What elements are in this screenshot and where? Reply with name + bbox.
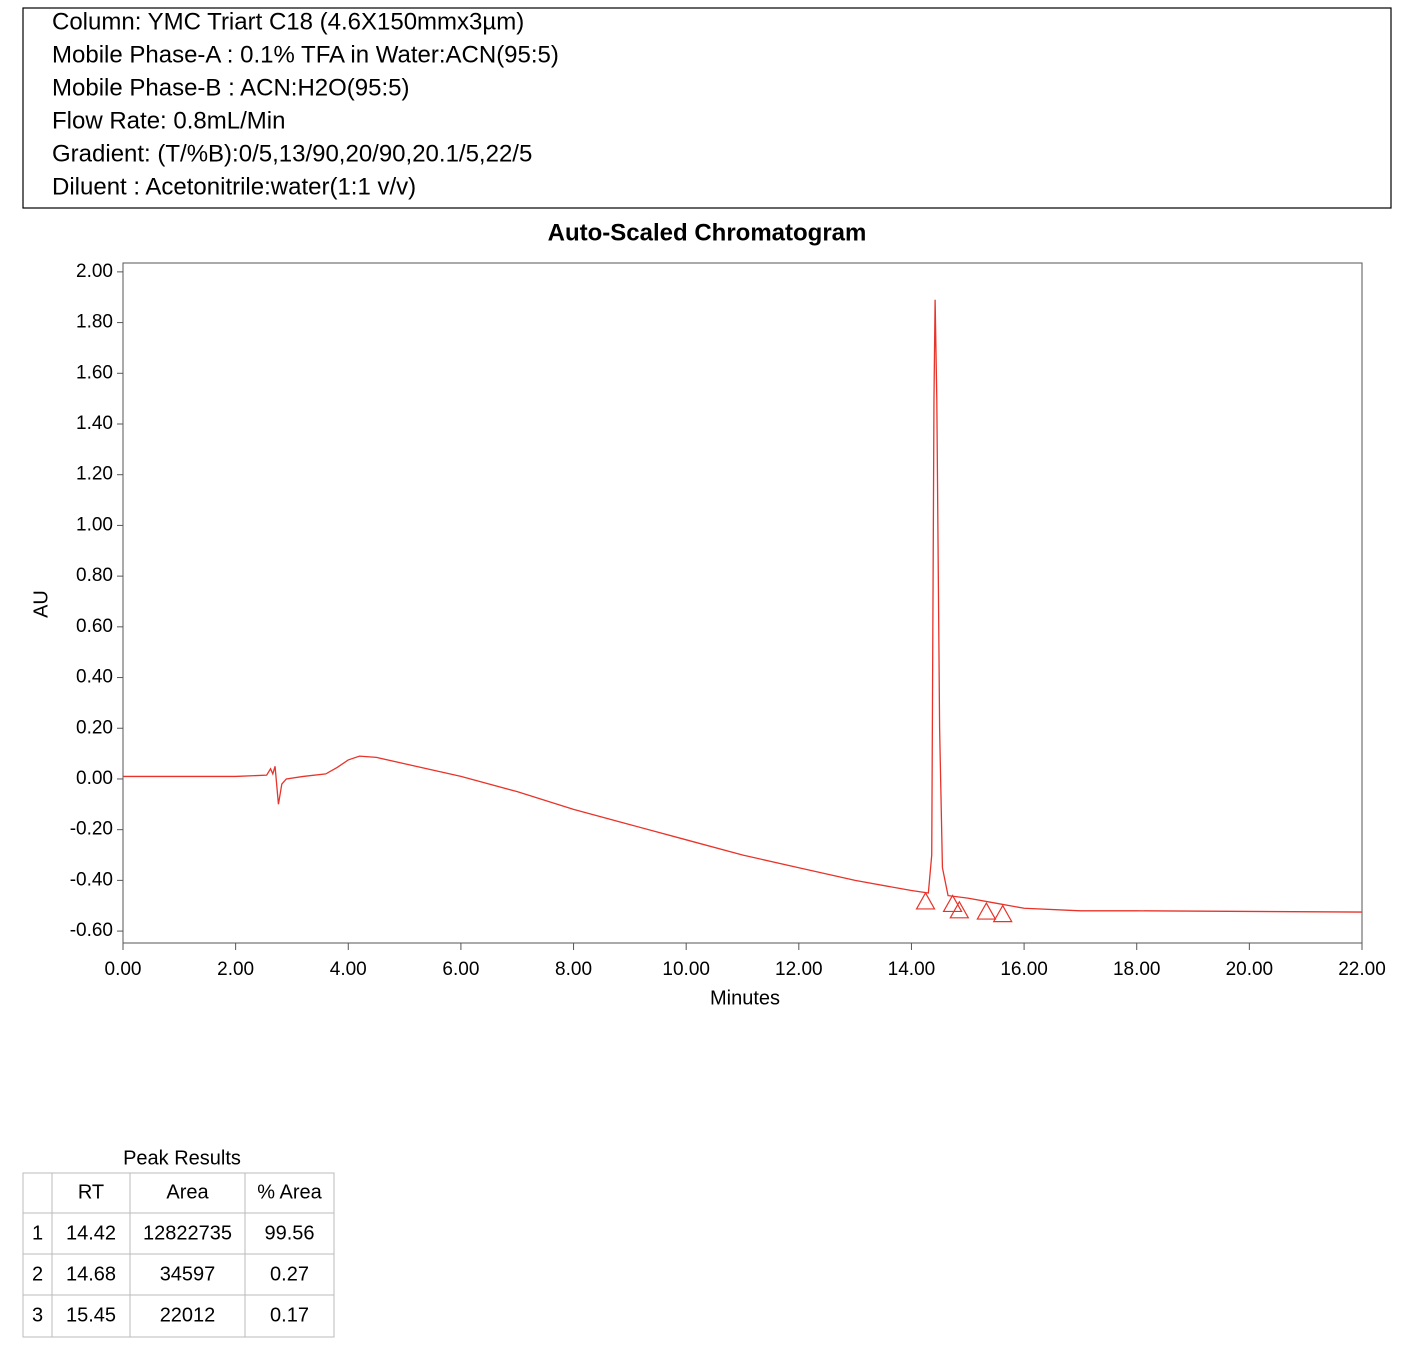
y-tick-label: 0.40 <box>76 667 113 688</box>
x-tick-label: 8.00 <box>555 959 592 980</box>
row-index: 2 <box>32 1263 43 1285</box>
table-cell: 99.56 <box>264 1222 314 1244</box>
header-line: Flow Rate: 0.8mL/Min <box>52 107 285 134</box>
peak-marker <box>915 891 936 910</box>
table-cell: 12822735 <box>143 1222 232 1244</box>
y-tick-label: 1.80 <box>76 312 113 333</box>
x-tick-label: 2.00 <box>217 959 254 980</box>
peak-marker <box>976 901 997 920</box>
peak-marker <box>942 894 963 913</box>
x-tick-label: 22.00 <box>1338 959 1386 980</box>
row-index: 3 <box>32 1304 43 1326</box>
row-index: 1 <box>32 1222 43 1244</box>
y-tick-label: 1.20 <box>76 464 113 485</box>
table-header: % Area <box>257 1181 322 1203</box>
table-header: Area <box>166 1181 209 1203</box>
y-axis-label: AU <box>30 590 52 618</box>
table-cell: 22012 <box>160 1304 216 1326</box>
table-cell: 0.27 <box>270 1263 309 1285</box>
table-cell: 14.42 <box>66 1222 116 1244</box>
x-tick-label: 16.00 <box>1000 959 1048 980</box>
header-line: Gradient: (T/%B):0/5,13/90,20/90,20.1/5,… <box>52 140 532 167</box>
header-box <box>22 7 1392 209</box>
table-title: Peak Results <box>123 1147 241 1169</box>
x-tick-label: 12.00 <box>775 959 823 980</box>
x-tick-label: 6.00 <box>442 959 479 980</box>
table-cell: 14.68 <box>66 1263 116 1285</box>
y-tick-label: 0.20 <box>76 717 113 738</box>
table-grid <box>22 1172 335 1338</box>
y-tick-label: -0.60 <box>70 920 113 941</box>
header-line: Mobile Phase-A : 0.1% TFA in Water:ACN(9… <box>52 41 559 68</box>
y-tick-label: 1.40 <box>76 413 113 434</box>
table-cell: 15.45 <box>66 1304 116 1326</box>
header-line: Mobile Phase-B : ACN:H2O(95:5) <box>52 74 409 101</box>
y-tick-label: 1.00 <box>76 514 113 535</box>
x-tick-label: 14.00 <box>888 959 936 980</box>
x-tick-label: 18.00 <box>1113 959 1161 980</box>
y-tick-label: 2.00 <box>76 261 113 282</box>
x-tick-label: 0.00 <box>105 959 142 980</box>
header-line: Diluent : Acetonitrile:water(1:1 v/v) <box>52 173 416 200</box>
y-tick-label: 0.80 <box>76 565 113 586</box>
table-header: RT <box>78 1181 104 1203</box>
x-tick-label: 4.00 <box>330 959 367 980</box>
header-line: Column: YMC Triart C18 (4.6X150mmx3µm) <box>52 8 524 35</box>
table-cell: 0.17 <box>270 1304 309 1326</box>
y-tick-label: -0.40 <box>70 869 113 890</box>
peak-marker <box>949 900 970 919</box>
plot-frame <box>122 262 1363 944</box>
chart-title: Auto-Scaled Chromatogram <box>548 219 867 246</box>
table-cell: 34597 <box>160 1263 216 1285</box>
y-tick-label: 0.60 <box>76 616 113 637</box>
y-tick-label: 0.00 <box>76 768 113 789</box>
x-tick-label: 20.00 <box>1226 959 1274 980</box>
peak-marker <box>992 904 1013 923</box>
y-tick-label: 1.60 <box>76 362 113 383</box>
x-tick-label: 10.00 <box>662 959 710 980</box>
chromatogram-line <box>123 299 1363 913</box>
y-tick-label: -0.20 <box>70 819 113 840</box>
x-axis-label: Minutes <box>710 987 780 1009</box>
